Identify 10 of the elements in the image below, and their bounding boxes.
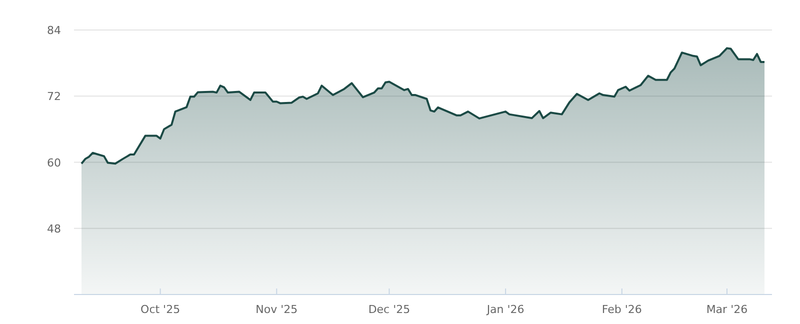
y-tick-label: 48 bbox=[47, 222, 61, 236]
x-tick-label: Dec '25 bbox=[368, 303, 410, 316]
x-tick-label: Feb '26 bbox=[602, 303, 642, 316]
x-tick-label: Oct '25 bbox=[140, 303, 180, 316]
x-tick-label: Nov '25 bbox=[256, 303, 298, 316]
x-tick-label: Mar '26 bbox=[706, 303, 748, 316]
x-tick-label: Jan '26 bbox=[486, 303, 524, 316]
y-tick-label: 72 bbox=[47, 90, 61, 104]
y-tick-label: 84 bbox=[47, 24, 61, 37]
y-tick-label: 60 bbox=[47, 156, 61, 170]
